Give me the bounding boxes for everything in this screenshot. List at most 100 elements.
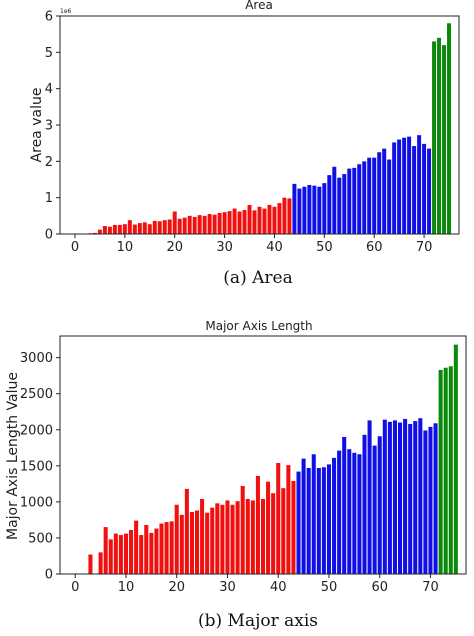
bar [321, 467, 326, 574]
bar [240, 486, 245, 574]
bar [142, 222, 147, 234]
bar [433, 423, 438, 574]
bar [387, 421, 392, 574]
y-axis-label: Area value [29, 88, 45, 163]
bar [97, 229, 102, 234]
bar [177, 218, 182, 234]
bar [322, 183, 327, 234]
x-tick-label: 60 [371, 580, 388, 595]
bar [352, 452, 357, 574]
y-tick-label: 1 [45, 191, 53, 206]
bar [255, 475, 260, 574]
chart-title: Area [245, 0, 273, 12]
bar [402, 137, 407, 234]
chart-title: Major Axis Length [205, 319, 312, 333]
bar [387, 159, 392, 234]
plot-frame [59, 15, 460, 235]
bar [437, 37, 442, 234]
bar [215, 503, 220, 574]
y-tick-label: 1000 [20, 495, 53, 510]
bar [357, 454, 362, 574]
x-tick-label: 60 [366, 240, 383, 255]
y-tick-label: 6 [45, 10, 53, 25]
y-axis-label: Major Axis Length Value [5, 372, 21, 540]
bar [332, 457, 337, 574]
bar [134, 520, 139, 574]
y-tick-label: 500 [28, 531, 53, 546]
bars [87, 23, 452, 235]
bar [250, 500, 255, 574]
bar [122, 224, 127, 234]
bar [271, 493, 276, 574]
bar [117, 224, 122, 234]
bar [262, 208, 267, 234]
bar [408, 423, 413, 574]
y-tick-labels: 0 500 1000 1500 2000 2500 3000 [20, 351, 60, 583]
bar [372, 157, 377, 234]
bar [377, 436, 382, 574]
bar [297, 188, 302, 234]
bar [287, 198, 292, 234]
bar [108, 539, 113, 574]
bar [167, 219, 172, 234]
bar [245, 498, 250, 574]
y-tick-label: 4 [45, 82, 53, 97]
bar [317, 186, 322, 234]
bar [357, 164, 362, 234]
bar [296, 471, 301, 574]
bar [205, 512, 210, 574]
bar [189, 511, 194, 574]
bar [382, 148, 387, 234]
bar [332, 166, 337, 234]
bar [407, 136, 412, 234]
bar [417, 135, 422, 234]
plot-frame [59, 335, 467, 575]
y-tick-label: 3 [45, 119, 53, 134]
bar [312, 185, 317, 234]
bar [453, 344, 458, 574]
bar [210, 507, 215, 574]
bar [230, 504, 235, 574]
y-tick-label: 0 [45, 228, 53, 243]
bar [337, 177, 342, 234]
x-tick-label: 30 [216, 240, 233, 255]
x-tick-label: 50 [321, 580, 338, 595]
bar [220, 504, 225, 574]
bar [422, 143, 427, 234]
x-tick-label: 0 [71, 580, 79, 595]
bar [281, 488, 286, 574]
bar [362, 434, 367, 574]
bar [362, 161, 367, 234]
bar [392, 142, 397, 234]
x-tick-label: 20 [166, 240, 183, 255]
bar [247, 204, 252, 234]
bar [260, 498, 266, 574]
bar [276, 462, 281, 574]
bar [159, 523, 164, 574]
x-tick-label: 70 [416, 240, 433, 255]
x-tick-label: 20 [168, 580, 185, 595]
bar [139, 535, 144, 574]
bar [107, 226, 112, 234]
bar [352, 167, 357, 234]
bar [311, 454, 316, 574]
bar [427, 148, 432, 234]
bar [154, 528, 159, 574]
y-tick-label: 2000 [20, 423, 53, 438]
bar [192, 216, 197, 234]
bar [286, 465, 291, 574]
bar [301, 458, 306, 574]
bar [418, 418, 423, 574]
bar [144, 524, 149, 574]
caption-a: (a) Area [223, 268, 292, 288]
bar [123, 533, 129, 574]
x-tick-label: 30 [219, 580, 236, 595]
bar [252, 210, 257, 234]
bar [337, 450, 342, 574]
y-tick-label: 2500 [20, 387, 53, 402]
bar [222, 212, 227, 234]
bar [202, 215, 207, 234]
bar [179, 514, 184, 574]
bar [398, 422, 403, 574]
